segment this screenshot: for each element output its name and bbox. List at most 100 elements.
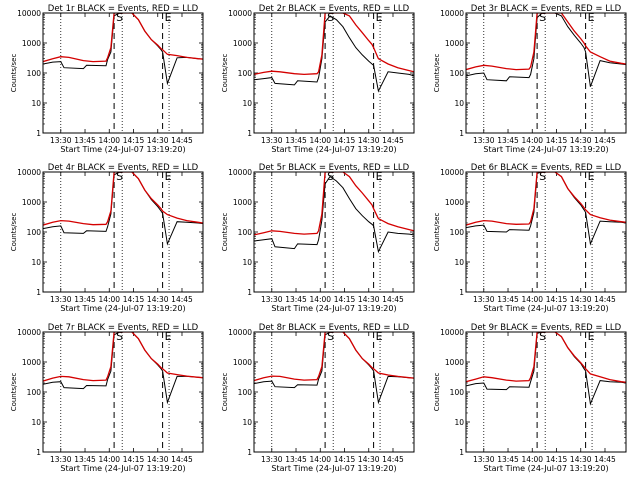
y-axis-label: Counts/sec — [10, 54, 18, 93]
y-tick-label: 10 — [31, 418, 41, 427]
x-tick-label: 14:00 — [309, 136, 331, 145]
y-tick-label: 100 — [238, 228, 253, 237]
chart-panel-6: Det 6r BLACK = Events, RED = LLD 1 10 100 10… — [433, 163, 627, 313]
y-tick-label: 1 — [247, 448, 252, 457]
events-series-line — [43, 332, 203, 405]
plot-frame — [253, 331, 415, 453]
chart-title: Det 2r BLACK = Events, RED = LLD — [259, 4, 410, 14]
chart-title: Det 6r BLACK = Events, RED = LLD — [471, 163, 622, 173]
x-tick-label: 13:45 — [74, 136, 96, 145]
y-axis-label: Counts/sec — [221, 373, 229, 412]
y-tick-label: 10000 — [440, 168, 464, 177]
x-tick-label: 13:45 — [497, 136, 519, 145]
chart-panel-3: Det 3r BLACK = Events, RED = LLD 1 10 100 10… — [433, 4, 627, 154]
plot-frame — [465, 12, 627, 134]
x-tick-label: 13:45 — [74, 455, 96, 464]
events-series-line — [466, 172, 626, 246]
x-tick-label: 14:00 — [309, 455, 331, 464]
x-tick-label: 14:00 — [521, 295, 543, 304]
x-tick-label: 14:00 — [521, 136, 543, 145]
chart-panel-9: Det 9r BLACK = Events, RED = LLD 1 10 100 10… — [433, 323, 627, 473]
y-tick-label: 10000 — [228, 328, 252, 337]
x-tick-label: 13:30 — [473, 295, 495, 304]
y-tick-label: 100 — [27, 228, 42, 237]
x-tick-label: 14:45 — [382, 455, 404, 464]
y-tick-label: 10 — [31, 258, 41, 267]
x-tick-label: 14:00 — [98, 455, 120, 464]
y-tick-label: 1000 — [233, 39, 252, 48]
marker-E-label: E — [165, 170, 172, 183]
x-tick-label: 14:30 — [147, 295, 169, 304]
x-axis-label: Start Time (24-Jul-07 13:19:20) — [271, 304, 396, 313]
y-tick-label: 1000 — [445, 39, 464, 48]
marker-E-label: E — [376, 170, 383, 183]
x-tick-label: 14:45 — [382, 295, 404, 304]
y-tick-label: 1000 — [445, 358, 464, 367]
lld-series-line — [254, 172, 414, 236]
y-axis-label: Counts/sec — [221, 213, 229, 252]
chart-title: Det 3r BLACK = Events, RED = LLD — [471, 4, 622, 14]
x-tick-label: 14:30 — [358, 136, 380, 145]
x-tick-label: 14:00 — [98, 136, 120, 145]
y-tick-label: 1 — [247, 288, 252, 297]
chart-panel-5: Det 5r BLACK = Events, RED = LLD 1 10 100 10… — [221, 163, 415, 313]
x-tick-label: 13:30 — [261, 295, 283, 304]
y-tick-label: 100 — [450, 388, 465, 397]
y-tick-label: 1 — [36, 129, 41, 138]
y-tick-label: 10000 — [228, 168, 252, 177]
events-series-line — [254, 175, 414, 254]
marker-S-label: S — [539, 170, 546, 183]
x-axis-label: Start Time (24-Jul-07 13:19:20) — [483, 145, 608, 154]
chart-panel-1: Det 1r BLACK = Events, RED = LLD 1 10 100 10… — [10, 4, 204, 154]
marker-S-label: S — [327, 330, 334, 343]
y-tick-label: 10 — [242, 99, 252, 108]
x-tick-label: 14:00 — [521, 455, 543, 464]
x-tick-label: 14:45 — [171, 455, 193, 464]
events-series-line — [466, 332, 626, 406]
y-tick-label: 1000 — [22, 39, 41, 48]
x-tick-label: 14:45 — [382, 136, 404, 145]
y-tick-label: 1000 — [233, 358, 252, 367]
plot-frame — [42, 12, 204, 134]
chart-panel-8: Det 8r BLACK = Events, RED = LLD 1 10 100 10… — [221, 323, 415, 473]
x-tick-label: 13:45 — [74, 295, 96, 304]
marker-E-label: E — [588, 330, 595, 343]
marker-S-label: S — [116, 170, 123, 183]
x-tick-label: 14:15 — [123, 455, 145, 464]
chart-title: Det 9r BLACK = Events, RED = LLD — [471, 323, 622, 333]
events-series-line — [43, 172, 203, 246]
marker-E-label: E — [588, 11, 595, 24]
chart-panel-2: Det 2r BLACK = Events, RED = LLD 1 10 100 10… — [221, 4, 415, 154]
lld-series-line — [43, 332, 203, 382]
x-tick-label: 14:45 — [594, 455, 616, 464]
events-series-line — [43, 13, 203, 86]
marker-E-label: E — [165, 330, 172, 343]
x-tick-label: 13:30 — [473, 455, 495, 464]
x-tick-label: 13:30 — [261, 136, 283, 145]
y-tick-label: 1 — [36, 448, 41, 457]
chart-title: Det 8r BLACK = Events, RED = LLD — [259, 323, 410, 333]
chart-title: Det 7r BLACK = Events, RED = LLD — [48, 323, 199, 333]
x-axis-label: Start Time (24-Jul-07 13:19:20) — [483, 304, 608, 313]
chart-title: Det 5r BLACK = Events, RED = LLD — [259, 163, 410, 173]
y-tick-label: 1 — [459, 129, 464, 138]
plot-frame — [465, 171, 627, 293]
x-tick-label: 14:30 — [358, 295, 380, 304]
y-tick-label: 1 — [459, 448, 464, 457]
y-tick-label: 100 — [238, 69, 253, 78]
marker-S-label: S — [116, 330, 123, 343]
x-tick-label: 14:00 — [98, 295, 120, 304]
y-tick-label: 10 — [242, 418, 252, 427]
plot-frame — [42, 331, 204, 453]
marker-S-label: S — [539, 330, 546, 343]
x-tick-label: 13:45 — [285, 455, 307, 464]
x-tick-label: 14:45 — [594, 136, 616, 145]
x-tick-label: 13:45 — [285, 295, 307, 304]
y-tick-label: 1000 — [22, 358, 41, 367]
y-tick-label: 100 — [450, 228, 465, 237]
x-axis-label: Start Time (24-Jul-07 13:19:20) — [60, 304, 185, 313]
marker-E-label: E — [376, 11, 383, 24]
y-tick-label: 10 — [242, 258, 252, 267]
x-tick-label: 14:30 — [147, 455, 169, 464]
